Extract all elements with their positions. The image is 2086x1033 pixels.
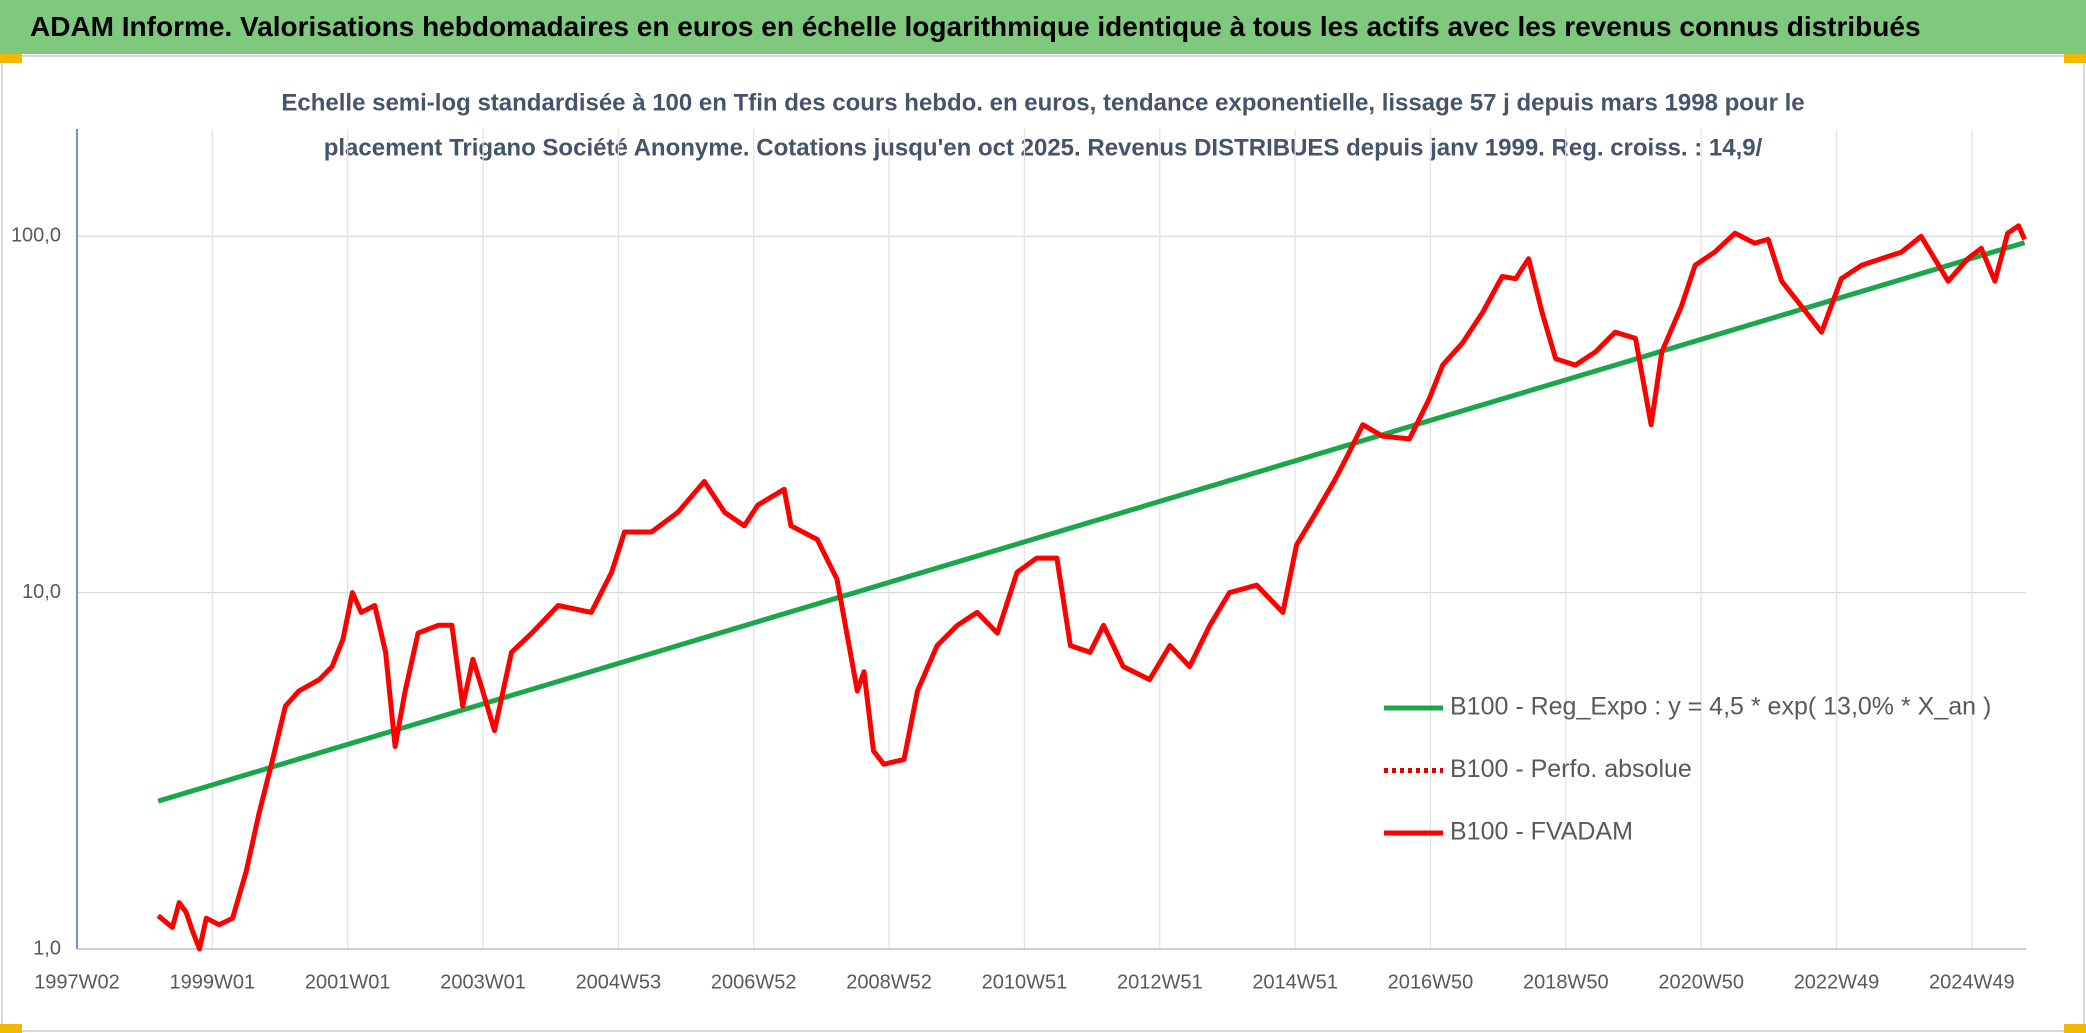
legend-label: B100 - Reg_Expo : y = 4,5 * exp( 13,0% *…: [1450, 693, 1991, 721]
x-tick-label: 1999W01: [170, 971, 256, 993]
y-tick-label: 100,0: [11, 225, 61, 247]
x-tick-label: 2012W51: [1117, 971, 1203, 993]
x-tick-label: 2022W49: [1794, 971, 1880, 993]
chart-subtitle: placement Trigano Société Anonyme. Cotat…: [324, 134, 1763, 161]
corner: [2064, 54, 2086, 63]
x-tick-label: 2010W51: [982, 971, 1068, 993]
series-line: [157, 240, 2026, 804]
corner: [2064, 1024, 2086, 1033]
chart-border: [1, 55, 2085, 1032]
series-line: [156, 223, 2027, 952]
series-line: [156, 223, 2027, 951]
chart: Echelle semi-log standardisée à 100 en T…: [0, 54, 2086, 1033]
x-tick-label: 2014W51: [1252, 971, 1338, 993]
x-tick-label: 2018W50: [1523, 971, 1609, 993]
x-tick-label: 1997W02: [34, 971, 120, 993]
y-tick-label: 1,0: [33, 937, 61, 959]
chart-subtitle: Echelle semi-log standardisée à 100 en T…: [281, 89, 1804, 116]
x-tick-label: 2016W50: [1388, 971, 1474, 993]
corner: [0, 1024, 22, 1033]
legend-label: B100 - FVADAM: [1450, 818, 1633, 846]
header-title: ADAM Informe. Valorisations hebdomadaire…: [0, 0, 2086, 54]
x-tick-label: 2024W49: [1929, 971, 2015, 993]
y-tick-label: 10,0: [22, 581, 61, 603]
x-tick-label: 2003W01: [440, 971, 526, 993]
x-tick-label: 2001W01: [305, 971, 391, 993]
corner: [0, 54, 22, 63]
x-tick-label: 2006W52: [711, 971, 797, 993]
x-tick-label: 2020W50: [1658, 971, 1744, 993]
x-tick-label: 2008W52: [846, 971, 932, 993]
legend-label: B100 - Perfo. absolue: [1450, 755, 1692, 783]
x-tick-label: 2004W53: [576, 971, 662, 993]
